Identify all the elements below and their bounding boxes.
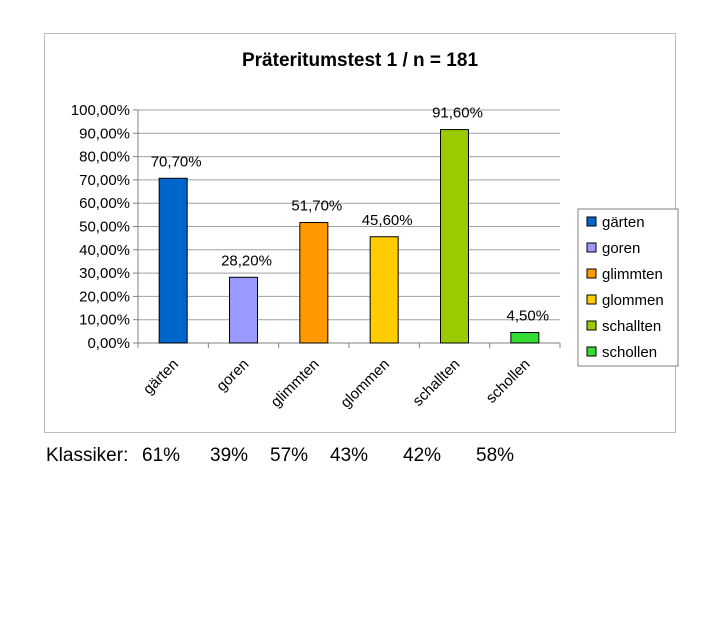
chart-title: Präteritumstest 1 / n = 181 [242,50,478,71]
bar-chart: Präteritumstest 1 / n = 181 0,00% 10,00% 20… [71,50,679,412]
x-tick-label: glimmten [268,356,323,411]
y-tick-label: 0,00% [87,335,130,352]
bar-goren [229,276,258,344]
x-tick-label: goren [213,356,252,395]
legend-swatch [586,268,597,279]
chart-frame [44,33,676,433]
legend-swatch [586,216,597,227]
legend-label: schollen [602,344,657,361]
legend-swatch [586,242,597,253]
bar-schallten [440,129,469,344]
klassiker-value: 58% [476,445,515,466]
y-tick-label: 40,00% [79,242,130,259]
y-tick-label: 90,00% [79,125,130,142]
y-tick-label: 70,00% [79,172,130,189]
y-tick-label: 50,00% [79,219,130,236]
klassiker-value: 39% [210,445,249,466]
x-tick-label: schollen [483,356,534,407]
y-tick-label: 60,00% [79,195,130,212]
bar-glimmten [299,222,329,344]
bar-gärten [158,177,188,344]
klassiker-row: Klassiker: 61% 39% 57% 43% 42% 58% [46,445,514,621]
legend-swatch [586,346,597,357]
data-label: 70,70% [151,153,202,170]
y-tick-label: 20,00% [79,288,130,305]
klassiker-value: 42% [403,445,442,466]
y-tick-label: 10,00% [79,312,130,329]
data-label: 45,60% [362,212,413,229]
legend-swatch [586,320,597,331]
klassiker-label: Klassiker: [46,445,129,466]
legend-label: schallten [602,318,661,335]
y-tick-label: 30,00% [79,265,130,282]
legend-label: glommen [602,292,664,309]
data-label: 51,70% [291,198,342,215]
legend-label: goren [602,240,640,257]
y-tick-label: 100,00% [71,102,130,119]
bar-schollen [510,332,540,344]
data-label: 91,60% [432,105,483,122]
legend-label: gärten [602,214,645,231]
x-tick-label: schallten [409,356,463,410]
legend-swatch [586,294,597,305]
x-tick-label: glommen [337,356,393,412]
y-tick-label: 80,00% [79,149,130,166]
x-tick-label: gärten [140,356,182,398]
data-label: 4,50% [507,308,550,325]
legend-label: glimmten [602,266,663,283]
legend-box [577,208,679,367]
klassiker-value: 61% [142,445,181,466]
klassiker-value: 43% [330,445,369,466]
klassiker-value: 57% [270,445,309,466]
bar-glommen [369,236,399,344]
data-label: 28,20% [221,252,272,269]
